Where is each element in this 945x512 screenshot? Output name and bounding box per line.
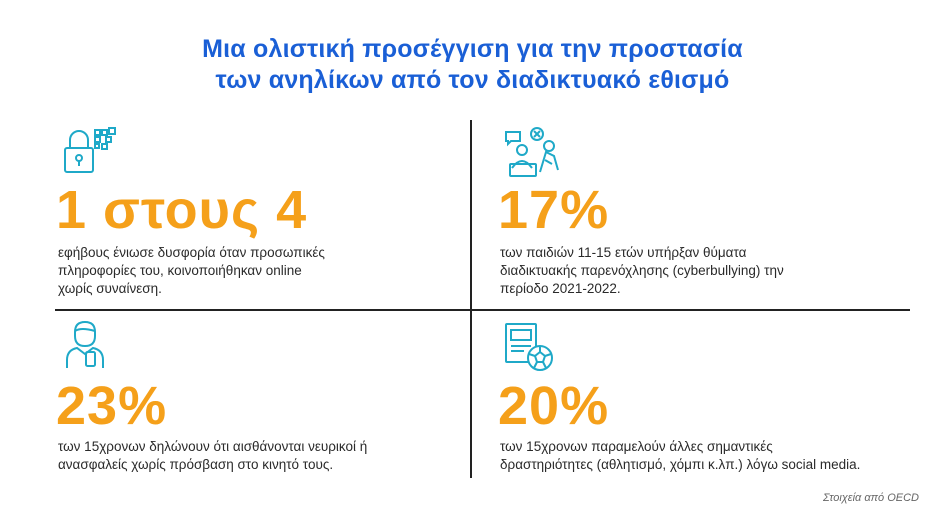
stat-description: των 15χρονων δηλώνουν ότι αισθάνονται νε… [58, 438, 367, 474]
stat-description: εφήβους ένιωσε δυσφορία όταν προσωπικές … [58, 244, 325, 298]
stat-description: των παιδιών 11-15 ετών υπήρξαν θύματα δι… [500, 244, 784, 298]
cyberbullying-icon [502, 124, 564, 185]
description-line: δραστηριότητες (αθλητισμό, χόμπι κ.λπ.) … [500, 457, 861, 472]
source-note: Στοιχεία από OECD [823, 492, 919, 504]
description-line: πληροφορίες του, κοινοποιήθηκαν online [58, 263, 302, 278]
description-line: των 15χρονων δηλώνουν ότι αισθάνονται νε… [58, 439, 368, 454]
description-line: χωρίς συναίνεση. [58, 281, 162, 296]
title-line-1: Μια ολιστική προσέγγιση για την προστασί… [202, 35, 743, 63]
book-ball-icon [504, 322, 556, 379]
stat-description: των 15χρονων παραμελούν άλλες σημαντικές… [500, 438, 860, 474]
stat-value: 20% [498, 376, 610, 436]
stat-value: 23% [56, 376, 168, 436]
description-line: διαδικτυακής παρενόχλησης (cyberbullying… [500, 263, 784, 278]
person-phone-icon [64, 320, 104, 375]
description-line: των παιδιών 11-15 ετών υπήρξαν θύματα [500, 245, 747, 260]
vertical-divider [470, 120, 472, 478]
stat-value: 1 στους 4 [56, 180, 308, 240]
description-line: εφήβους ένιωσε δυσφορία όταν προσωπικές [58, 245, 325, 260]
stat-value: 17% [498, 180, 610, 240]
horizontal-divider [55, 309, 910, 311]
lock-privacy-icon [62, 126, 120, 181]
title-line-2: των ανηλίκων από τον διαδικτυακό εθισμό [215, 66, 730, 94]
page-title: Μια ολιστική προσέγγιση για την προστασί… [0, 34, 945, 96]
description-line: περίοδο 2021-2022. [500, 281, 621, 296]
description-line: των 15χρονων παραμελούν άλλες σημαντικές [500, 439, 773, 454]
description-line: ανασφαλείς χωρίς πρόσβαση στο κινητό του… [58, 457, 334, 472]
